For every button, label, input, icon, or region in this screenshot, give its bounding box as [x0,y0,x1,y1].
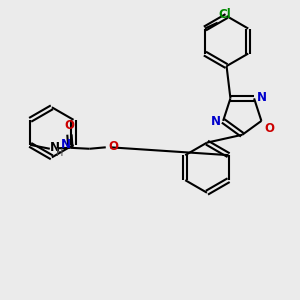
Text: H: H [56,148,64,158]
Text: N: N [256,91,266,104]
Text: O: O [64,118,74,132]
Text: O: O [108,140,118,153]
Text: N: N [61,138,70,151]
Text: Cl: Cl [219,8,231,21]
Text: N: N [211,116,221,128]
Text: N: N [50,141,60,154]
Text: O: O [264,122,274,135]
